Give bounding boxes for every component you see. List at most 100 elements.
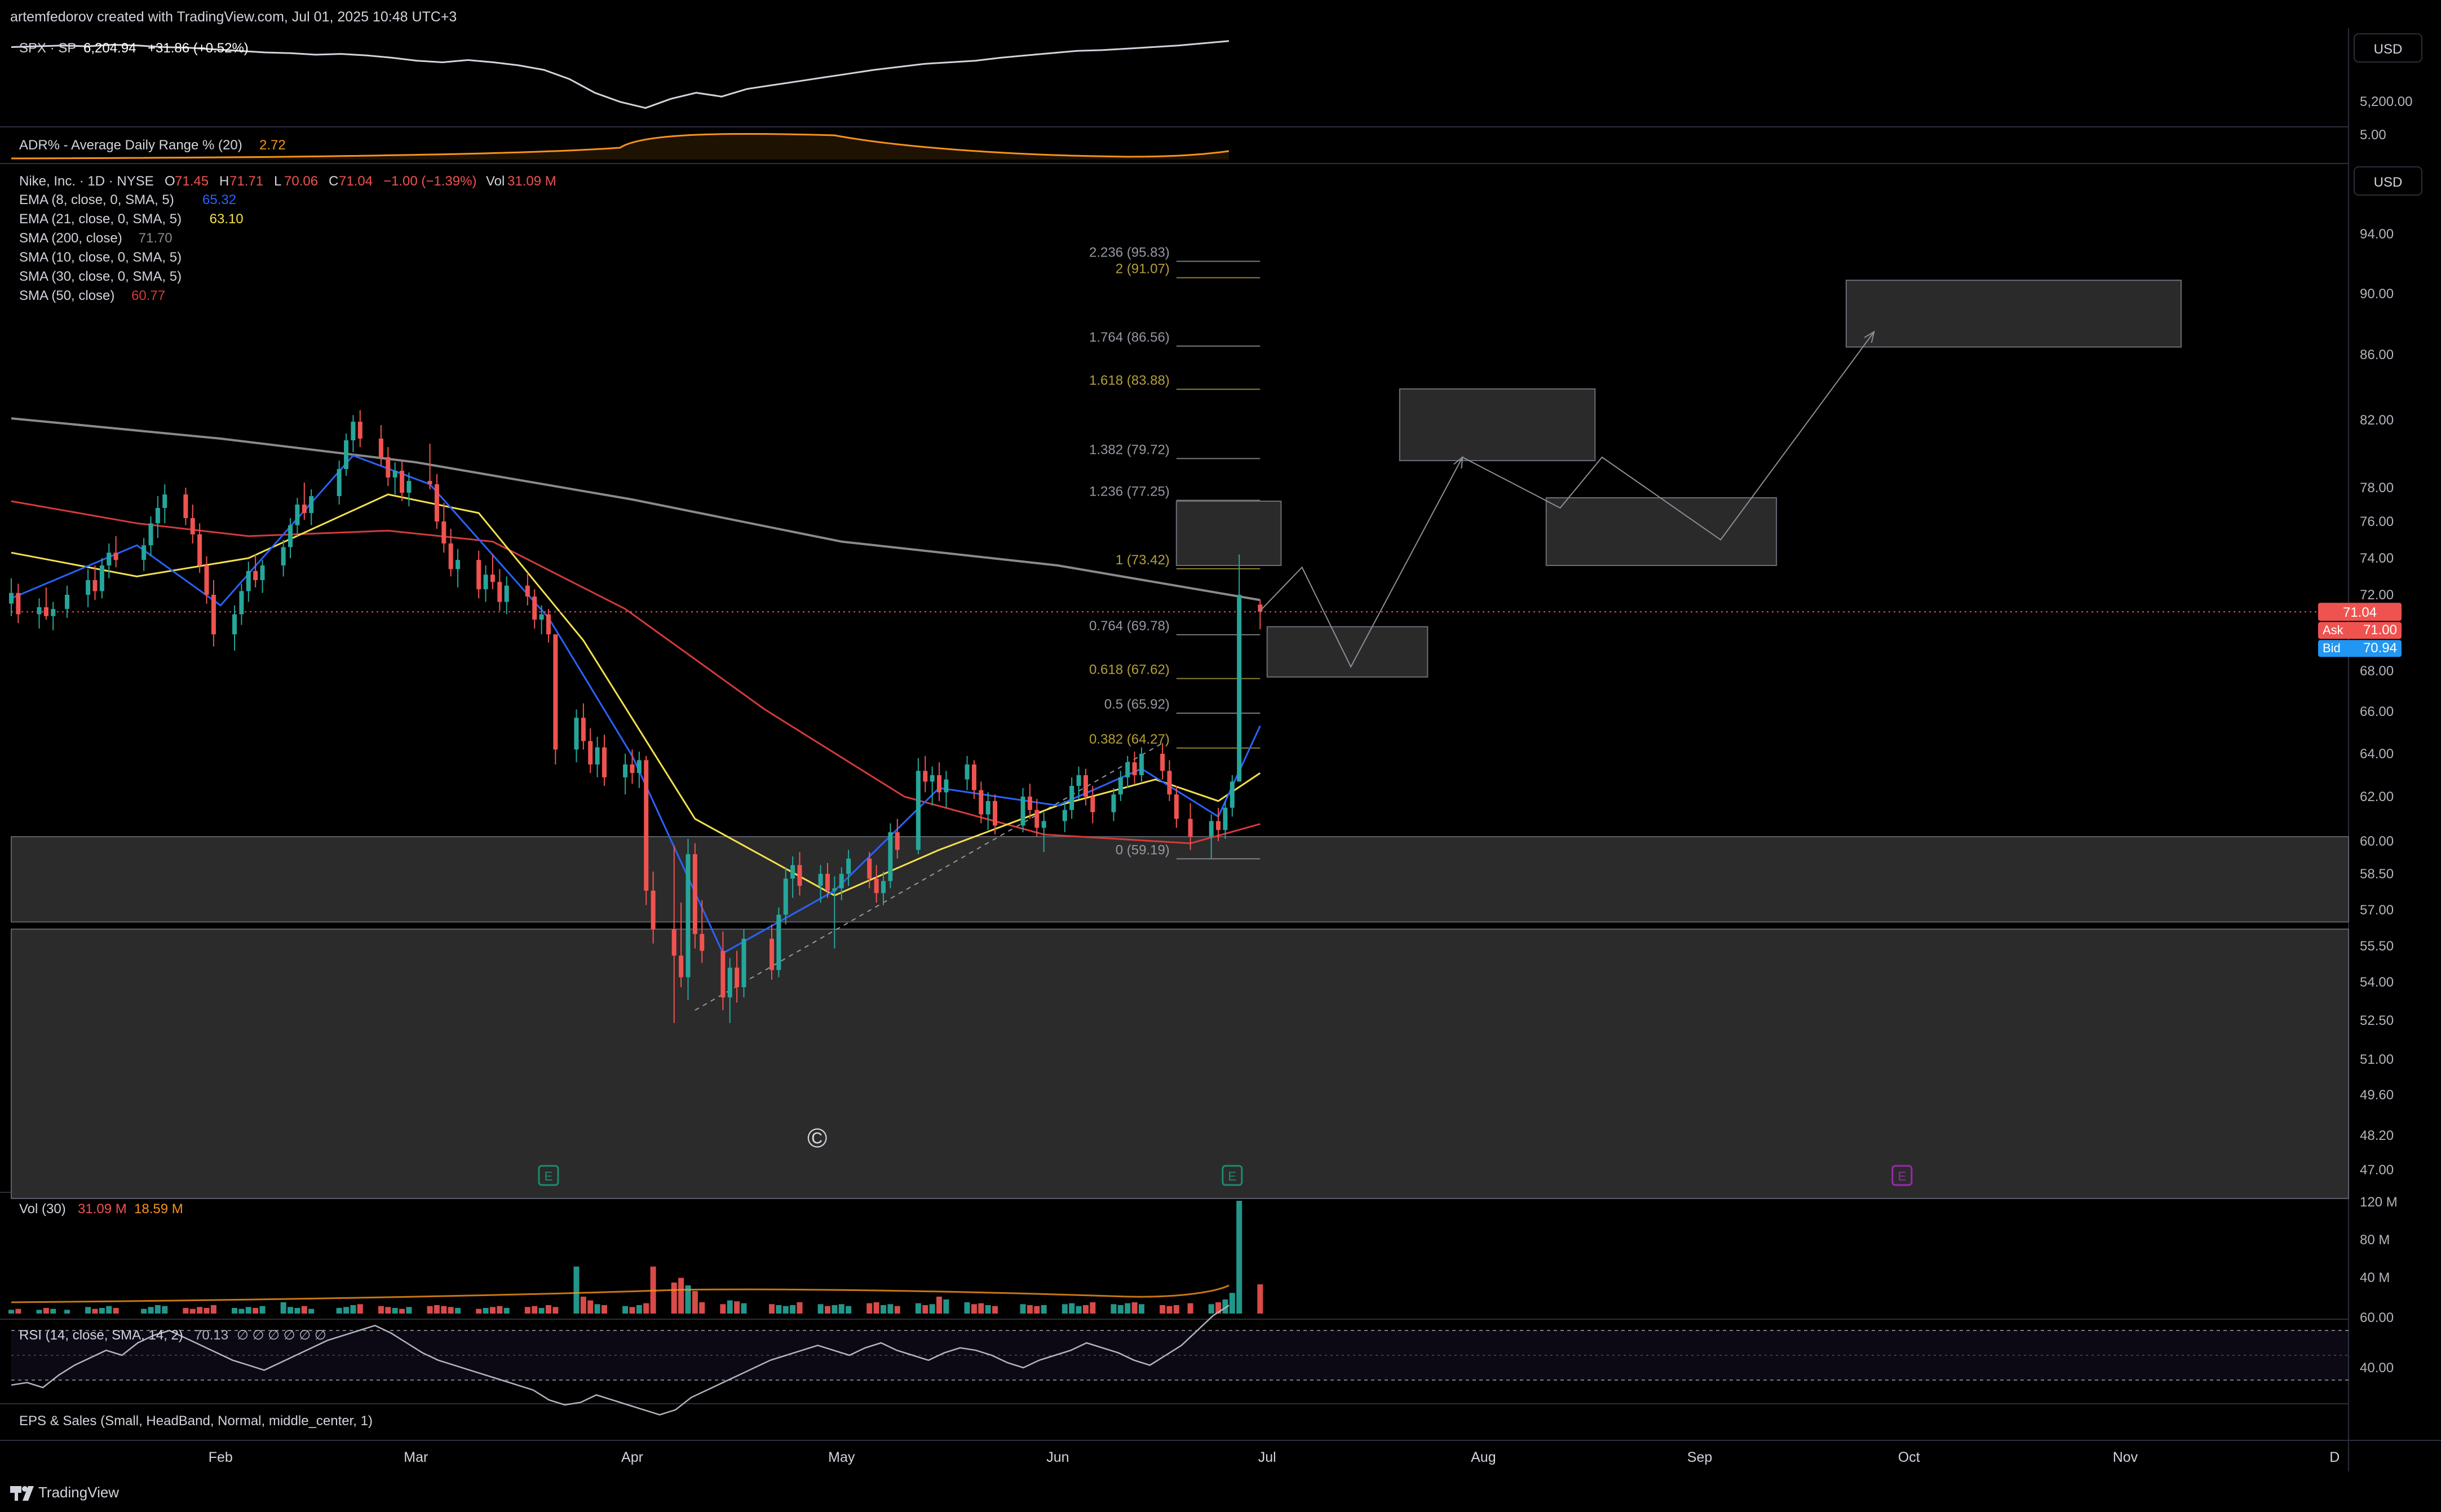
candle	[546, 609, 551, 643]
price-axis[interactable]: 94.00 90.00 86.00 82.00 78.00 76.00 74.00 72.00…	[2360, 227, 2394, 1178]
spx-currency-button[interactable]: USD	[2354, 33, 2422, 63]
candle-body	[344, 440, 349, 469]
earnings-marker[interactable]: E	[538, 1165, 559, 1186]
spx-axis-label: 5,200.00	[2360, 94, 2412, 109]
candle	[623, 754, 628, 795]
indicator-legend-name: SMA (200, close)	[19, 231, 122, 246]
volume-bar	[141, 1308, 147, 1314]
candle	[944, 771, 949, 808]
time-axis[interactable]: Feb Mar Apr May Jun Jul Aug Sep Oct Nov D	[209, 1449, 2340, 1465]
candle-body	[692, 854, 697, 934]
candle-body	[232, 614, 237, 635]
spx-value: 6,204.94	[83, 41, 136, 56]
volume-bar	[455, 1308, 461, 1314]
last-price-value: 71.04	[2343, 605, 2377, 620]
rsi-pane[interactable]: RSI (14, close, SMA, 14, 2) 70.13 ∅ ∅ ∅ …	[11, 1305, 2394, 1416]
price-pane[interactable]: 2.236 (95.83) 2 (91.07) 1.764 (86.56) 1.618…	[9, 166, 2422, 1199]
candle-body	[937, 775, 942, 793]
candle	[211, 580, 216, 647]
volume-bar	[1111, 1304, 1117, 1314]
time-axis-label: Mar	[404, 1449, 428, 1465]
candle	[281, 540, 286, 577]
volume-axis-120: 120 M	[2360, 1195, 2398, 1210]
price-currency-button[interactable]: USD	[2354, 166, 2422, 196]
earnings-marker[interactable]: E	[1891, 1165, 1913, 1186]
candle	[867, 852, 872, 888]
candle-body	[1237, 595, 1242, 782]
volume-bar	[971, 1304, 977, 1314]
candle-body	[504, 585, 509, 602]
volume-bar	[1034, 1306, 1040, 1314]
volume-bar	[336, 1308, 342, 1314]
volume-bar	[189, 1308, 196, 1314]
volume-bar	[622, 1306, 629, 1314]
ohlc-value: 71.45	[175, 174, 209, 189]
candle-body	[1188, 819, 1193, 837]
candle-body	[392, 471, 397, 478]
volume-bar	[183, 1308, 189, 1314]
volume-bar	[483, 1308, 489, 1314]
candle-body	[671, 929, 676, 956]
volume-bar	[699, 1302, 705, 1314]
adr-pane[interactable]: ADR% - Average Daily Range % (20) 2.72 5…	[11, 127, 2386, 160]
volume-bar	[587, 1300, 594, 1314]
candle	[344, 434, 349, 476]
retest-box[interactable]	[1545, 497, 1777, 566]
candlestick-series	[9, 410, 1263, 1023]
price-axis-label: 52.50	[2360, 1013, 2394, 1028]
volume-bar	[204, 1308, 210, 1314]
projection-path[interactable]	[1259, 330, 1875, 668]
volume-bar	[1215, 1302, 1222, 1314]
candle-body	[113, 552, 118, 560]
fib-level-label: 1.382 (79.72)	[1089, 442, 1170, 457]
pullback-box[interactable]	[1266, 626, 1429, 678]
candle-body	[427, 481, 432, 484]
candle	[448, 529, 453, 577]
volume-bar	[832, 1305, 838, 1314]
volume-bar	[573, 1266, 580, 1314]
earnings-marker[interactable]: E	[1222, 1165, 1243, 1186]
volume-bar	[280, 1302, 286, 1314]
target-box-3[interactable]	[1845, 280, 2182, 348]
candle-body	[183, 494, 188, 518]
candle-body	[51, 609, 56, 616]
price-axis-label: 82.00	[2360, 413, 2394, 428]
legend-title: Nike, Inc. · 1D · NYSE	[19, 174, 154, 189]
candle	[99, 558, 104, 599]
volume-bar	[288, 1307, 294, 1314]
candle	[483, 565, 488, 602]
volume-bar	[64, 1310, 70, 1314]
spx-pane[interactable]: SPX · SP 6,204.94 +31.86 (+0.52%) USD 5,…	[11, 33, 2422, 109]
rsi-axis-40: 40.00	[2360, 1360, 2394, 1376]
candle	[930, 766, 935, 806]
target-box-1[interactable]	[1175, 501, 1282, 566]
volume-bar	[36, 1310, 42, 1314]
candle	[65, 585, 70, 618]
indicator-legend-value: 63.10	[210, 211, 244, 227]
indicator-legend-name: EMA (8, close, 0, SMA, 5)	[19, 192, 174, 207]
price-axis-label: 58.50	[2360, 866, 2394, 882]
target-box-2[interactable]	[1399, 388, 1596, 462]
candle	[232, 605, 237, 651]
volume-bar	[99, 1308, 105, 1314]
drawing-rectangles[interactable]	[1175, 280, 2182, 678]
candle	[692, 843, 697, 949]
indicator-legend-name: SMA (30, close, 0, SMA, 5)	[19, 269, 182, 284]
legend-ohlc: O 71.45 H 71.71 L 70.06 C 71.04	[165, 174, 373, 189]
volume-bar	[992, 1306, 998, 1314]
candle	[588, 728, 593, 773]
adr-title: ADR% - Average Daily Range % (20)	[19, 138, 242, 153]
projection-line[interactable]	[1259, 331, 1875, 668]
candle	[295, 498, 300, 536]
candle-body	[944, 779, 949, 793]
volume-pane[interactable]: Vol (30) 31.09 M 18.59 M 120 M 80 M 40 M	[8, 1195, 2398, 1314]
volume-bar	[503, 1308, 510, 1314]
volume-bar	[434, 1305, 440, 1314]
indicator-legend-name: SMA (50, close)	[19, 288, 114, 303]
fib-level-label: 0.382 (64.27)	[1089, 732, 1170, 747]
volume-bar	[524, 1307, 530, 1314]
candle-body	[679, 956, 684, 978]
candle-body	[378, 439, 383, 457]
